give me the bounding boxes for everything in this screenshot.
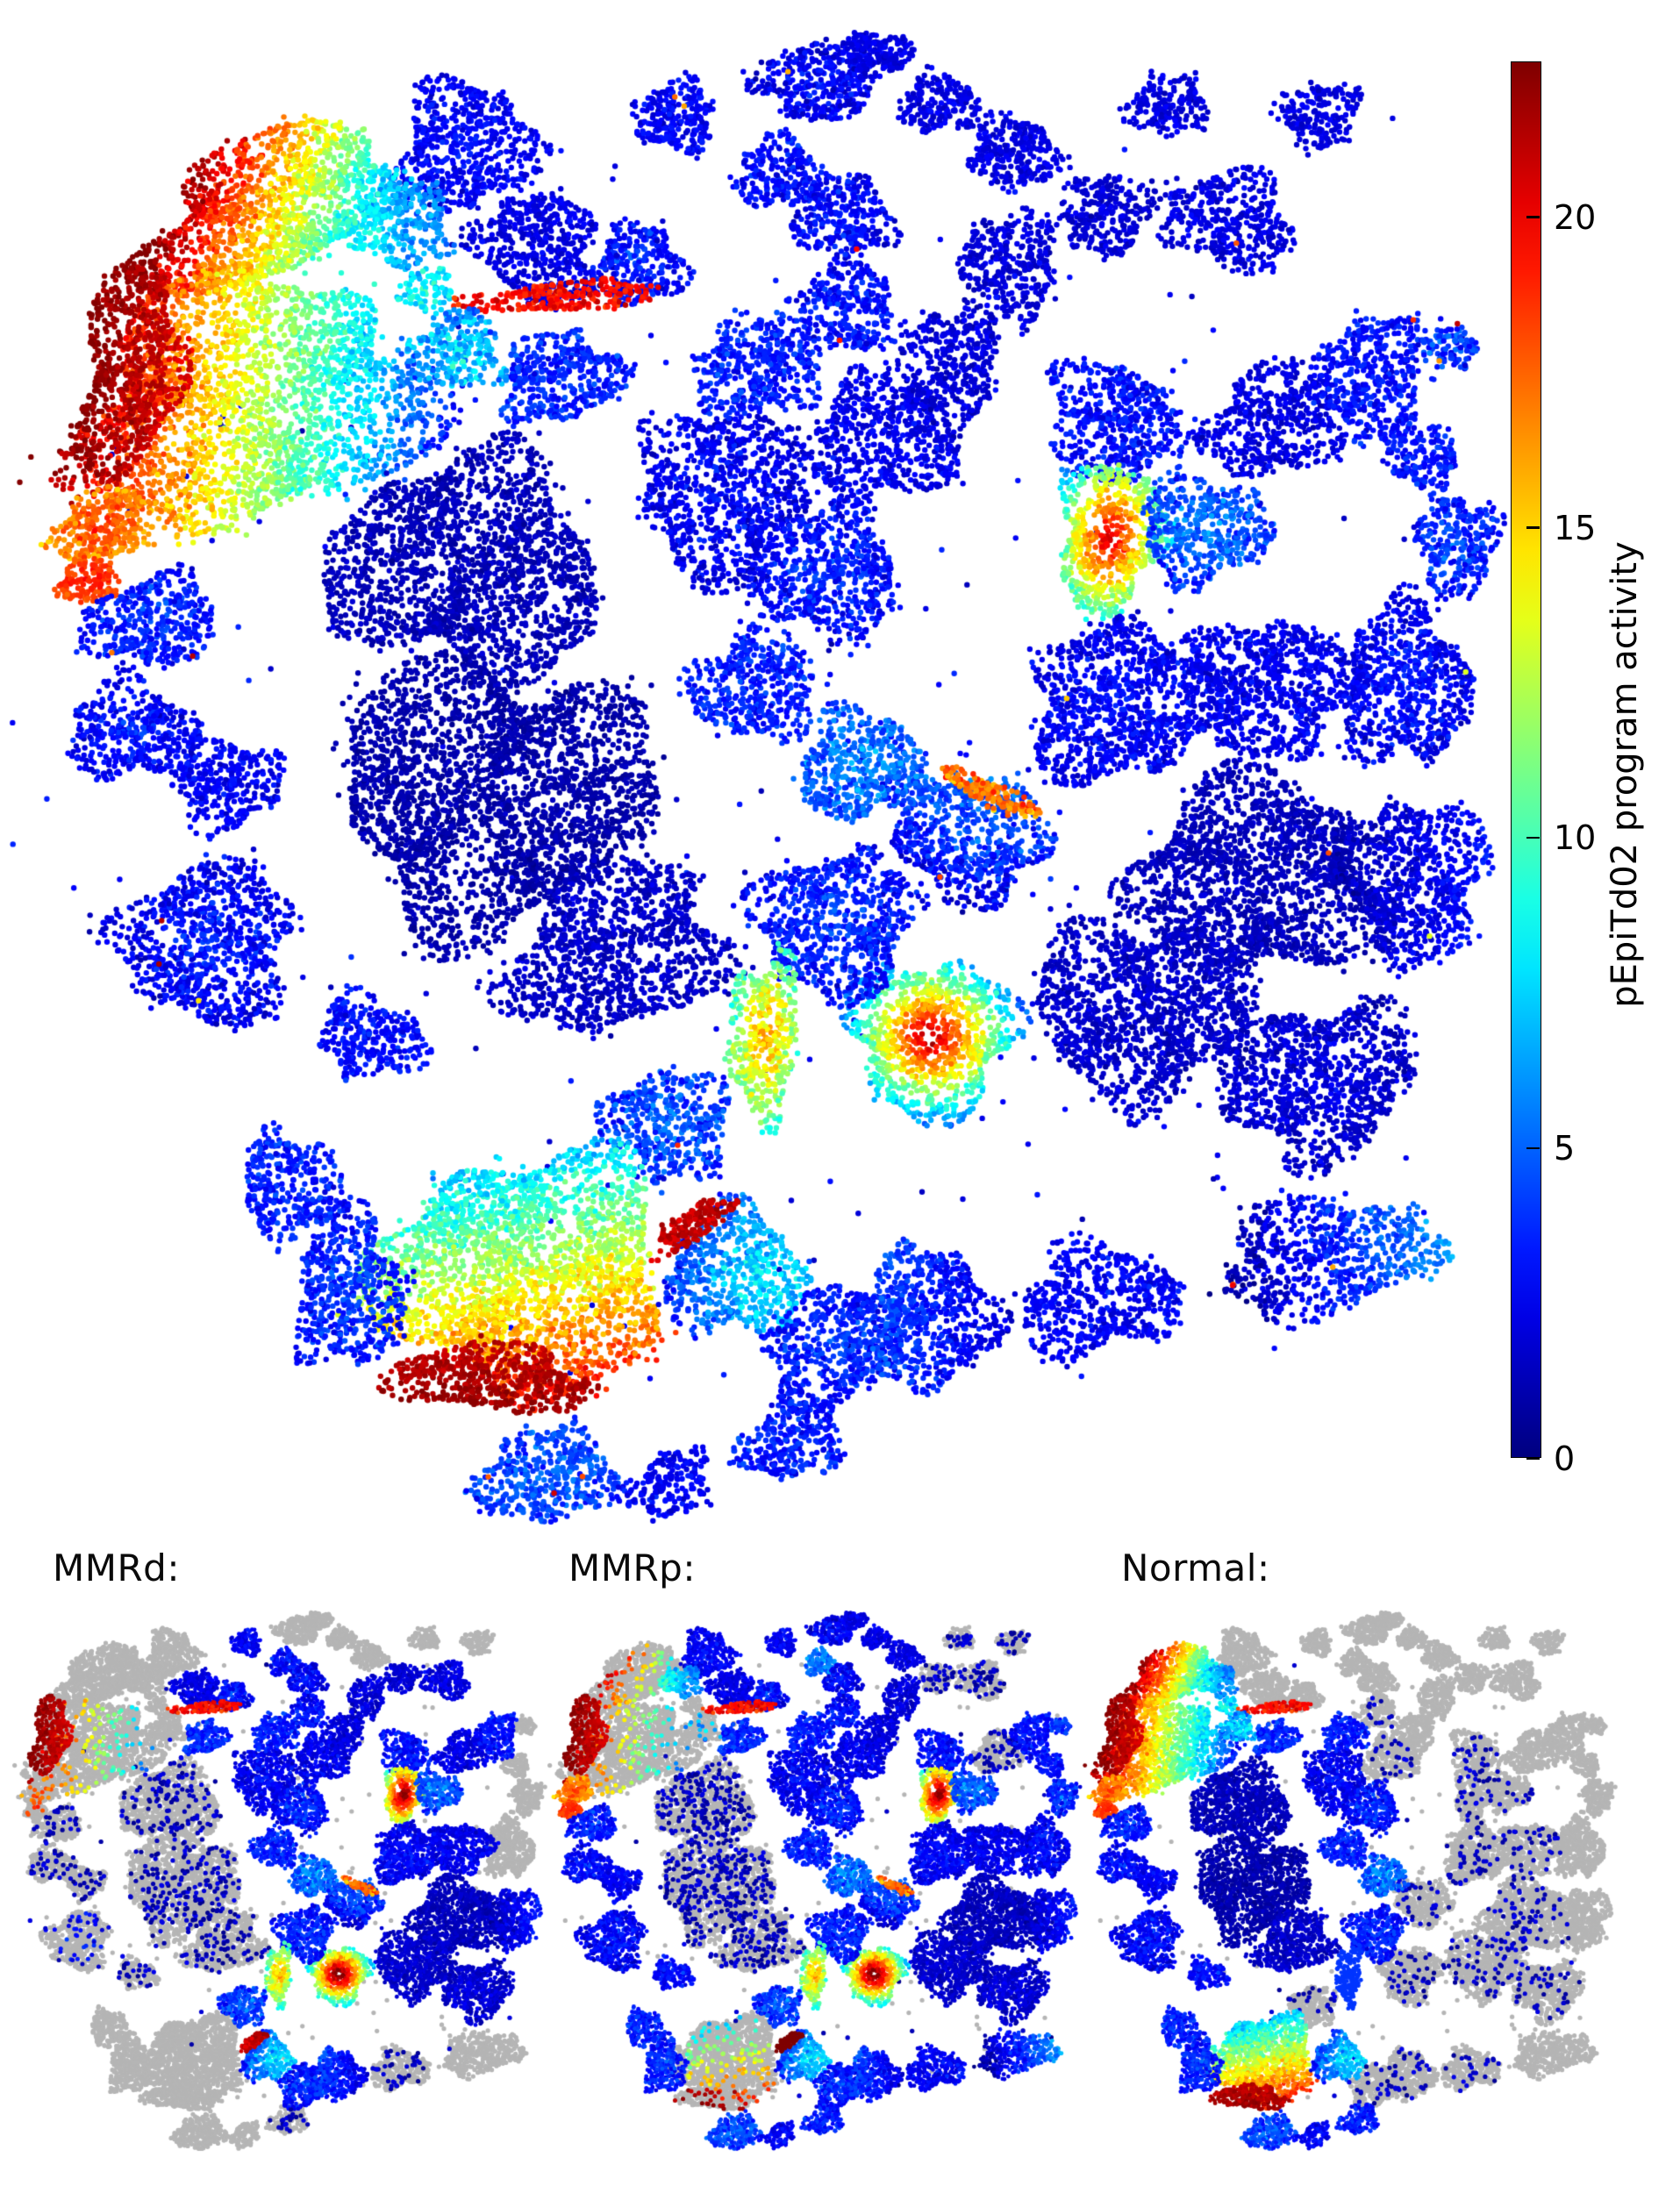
colorbar-tick (1526, 1147, 1540, 1150)
colorbar: 0 5 10 15 20 (1511, 61, 1596, 1475)
colorbar-tick (1526, 1457, 1540, 1460)
colorbar-tick-label: 20 (1554, 197, 1597, 237)
subplot-label-mmrp: MMRp: (568, 1547, 696, 1589)
tsne-subplot-mmrd (0, 1579, 561, 2193)
subplot-label-normal: Normal: (1121, 1547, 1270, 1589)
tsne-subplot-mmrp (535, 1579, 1097, 2193)
colorbar-tick-label: 15 (1554, 508, 1597, 547)
colorbar-tick-label: 5 (1554, 1129, 1576, 1168)
colorbar-tick-label: 10 (1554, 818, 1597, 858)
tsne-subplot-normal (1070, 1579, 1680, 2193)
colorbar-tick-label: 0 (1554, 1439, 1576, 1478)
subplot-label-mmrd: MMRd: (53, 1547, 180, 1589)
colorbar-axis-label: pEpiTd02 program activity (1605, 541, 1645, 1008)
colorbar-tick (1526, 216, 1540, 218)
tsne-main-plot (0, 0, 1680, 1579)
colorbar-tick (1526, 526, 1540, 529)
colorbar-tick (1526, 836, 1540, 839)
